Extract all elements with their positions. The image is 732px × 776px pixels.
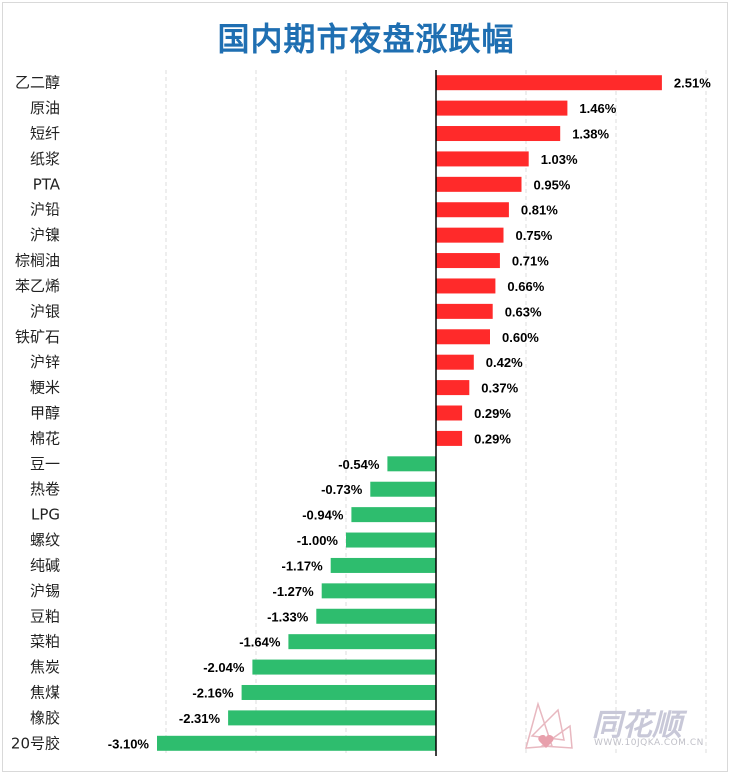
category-label: 热卷: [30, 480, 60, 498]
category-label: 棕榈油: [15, 252, 60, 270]
data-label: -1.00%: [297, 533, 339, 548]
bar: [436, 227, 504, 243]
category-label: 粳米: [30, 379, 60, 397]
category-label: 沪镍: [30, 226, 60, 244]
data-label: 0.60%: [502, 330, 539, 345]
category-label: 豆粕: [30, 607, 60, 625]
bar: [436, 405, 463, 421]
value-labels: 2.51% 1.46% 1.38% 1.03% 0.95% 0.81% 0.75% 0.71%…: [108, 76, 711, 752]
bar: [436, 354, 474, 370]
bar: [330, 557, 436, 573]
data-label: 2.51%: [674, 76, 711, 91]
bar: [436, 278, 496, 294]
data-label: -2.04%: [203, 660, 245, 675]
grid-lines: [165, 70, 707, 756]
category-label: 豆一: [30, 455, 60, 473]
data-label: -0.54%: [338, 457, 380, 472]
bar: [316, 608, 436, 624]
category-label: PTA: [33, 175, 61, 193]
data-label: 0.63%: [505, 304, 542, 319]
category-label: 沪锡: [30, 582, 60, 600]
data-label: -1.27%: [272, 584, 314, 599]
bars: [157, 75, 662, 751]
bar: [241, 684, 436, 700]
category-label: LPG: [31, 506, 60, 524]
category-label: 螺纹: [30, 531, 60, 549]
bar: [157, 735, 436, 751]
data-label: 0.29%: [474, 406, 511, 421]
bar: [436, 176, 522, 192]
category-label: 短纤: [30, 125, 60, 143]
data-label: -1.64%: [239, 635, 281, 650]
data-label: 1.38%: [572, 127, 609, 142]
category-label: 纸浆: [30, 150, 60, 168]
category-label: 沪锌: [30, 353, 60, 371]
bar: [288, 634, 436, 650]
bar: [436, 380, 470, 396]
data-label: 1.46%: [579, 101, 616, 116]
data-label: -0.94%: [302, 508, 344, 523]
data-label: -1.33%: [267, 609, 309, 624]
data-label: 0.37%: [481, 381, 518, 396]
bar: [228, 710, 436, 726]
data-label: -3.10%: [108, 736, 150, 751]
data-label: 0.95%: [534, 177, 571, 192]
data-label: -1.17%: [281, 558, 323, 573]
data-label: 0.29%: [474, 431, 511, 446]
bar: [436, 303, 493, 319]
data-label: 0.81%: [521, 203, 558, 218]
bar: [436, 100, 568, 116]
bar: [351, 507, 436, 523]
bar: [252, 659, 436, 675]
data-label: -2.31%: [179, 711, 221, 726]
bar: [370, 481, 436, 497]
data-label: 0.66%: [507, 279, 544, 294]
brand-url: WWW.10JQKA.COM.CN: [594, 738, 704, 748]
category-label: 焦煤: [30, 683, 60, 701]
bar: [436, 151, 529, 167]
bar: [387, 456, 436, 472]
category-label: 沪铅: [30, 201, 60, 219]
chart-title: 国内期市夜盘涨跌幅: [217, 20, 515, 58]
data-label: 0.42%: [486, 355, 523, 370]
category-label: 焦炭: [30, 658, 60, 676]
bar: [346, 532, 436, 548]
bar: [436, 75, 662, 91]
category-label: 原油: [30, 99, 60, 117]
data-label: 0.71%: [512, 254, 549, 269]
data-label: -2.16%: [192, 685, 234, 700]
bar: [436, 202, 509, 218]
brand-logo-icon: [524, 701, 573, 749]
data-label: 0.75%: [516, 228, 553, 243]
category-label: 沪银: [30, 302, 60, 320]
category-label: 橡胶: [30, 709, 60, 727]
category-label: 铁矿石: [15, 328, 60, 346]
bar: [436, 126, 561, 142]
category-label: 20号胶: [11, 734, 60, 752]
data-label: 1.03%: [541, 152, 578, 167]
bar: [436, 253, 500, 269]
bar: [321, 583, 436, 599]
category-label: 棉花: [30, 429, 60, 447]
data-label: -0.73%: [321, 482, 363, 497]
category-label: 甲醇: [30, 404, 60, 422]
brand-name: 同花顺: [592, 708, 682, 743]
bar: [436, 329, 490, 345]
category-label: 乙二醇: [15, 74, 60, 92]
category-label: 菜粕: [30, 633, 60, 651]
category-label: 纯碱: [30, 556, 60, 574]
bar: [436, 430, 463, 446]
category-label: 苯乙烯: [15, 277, 60, 295]
